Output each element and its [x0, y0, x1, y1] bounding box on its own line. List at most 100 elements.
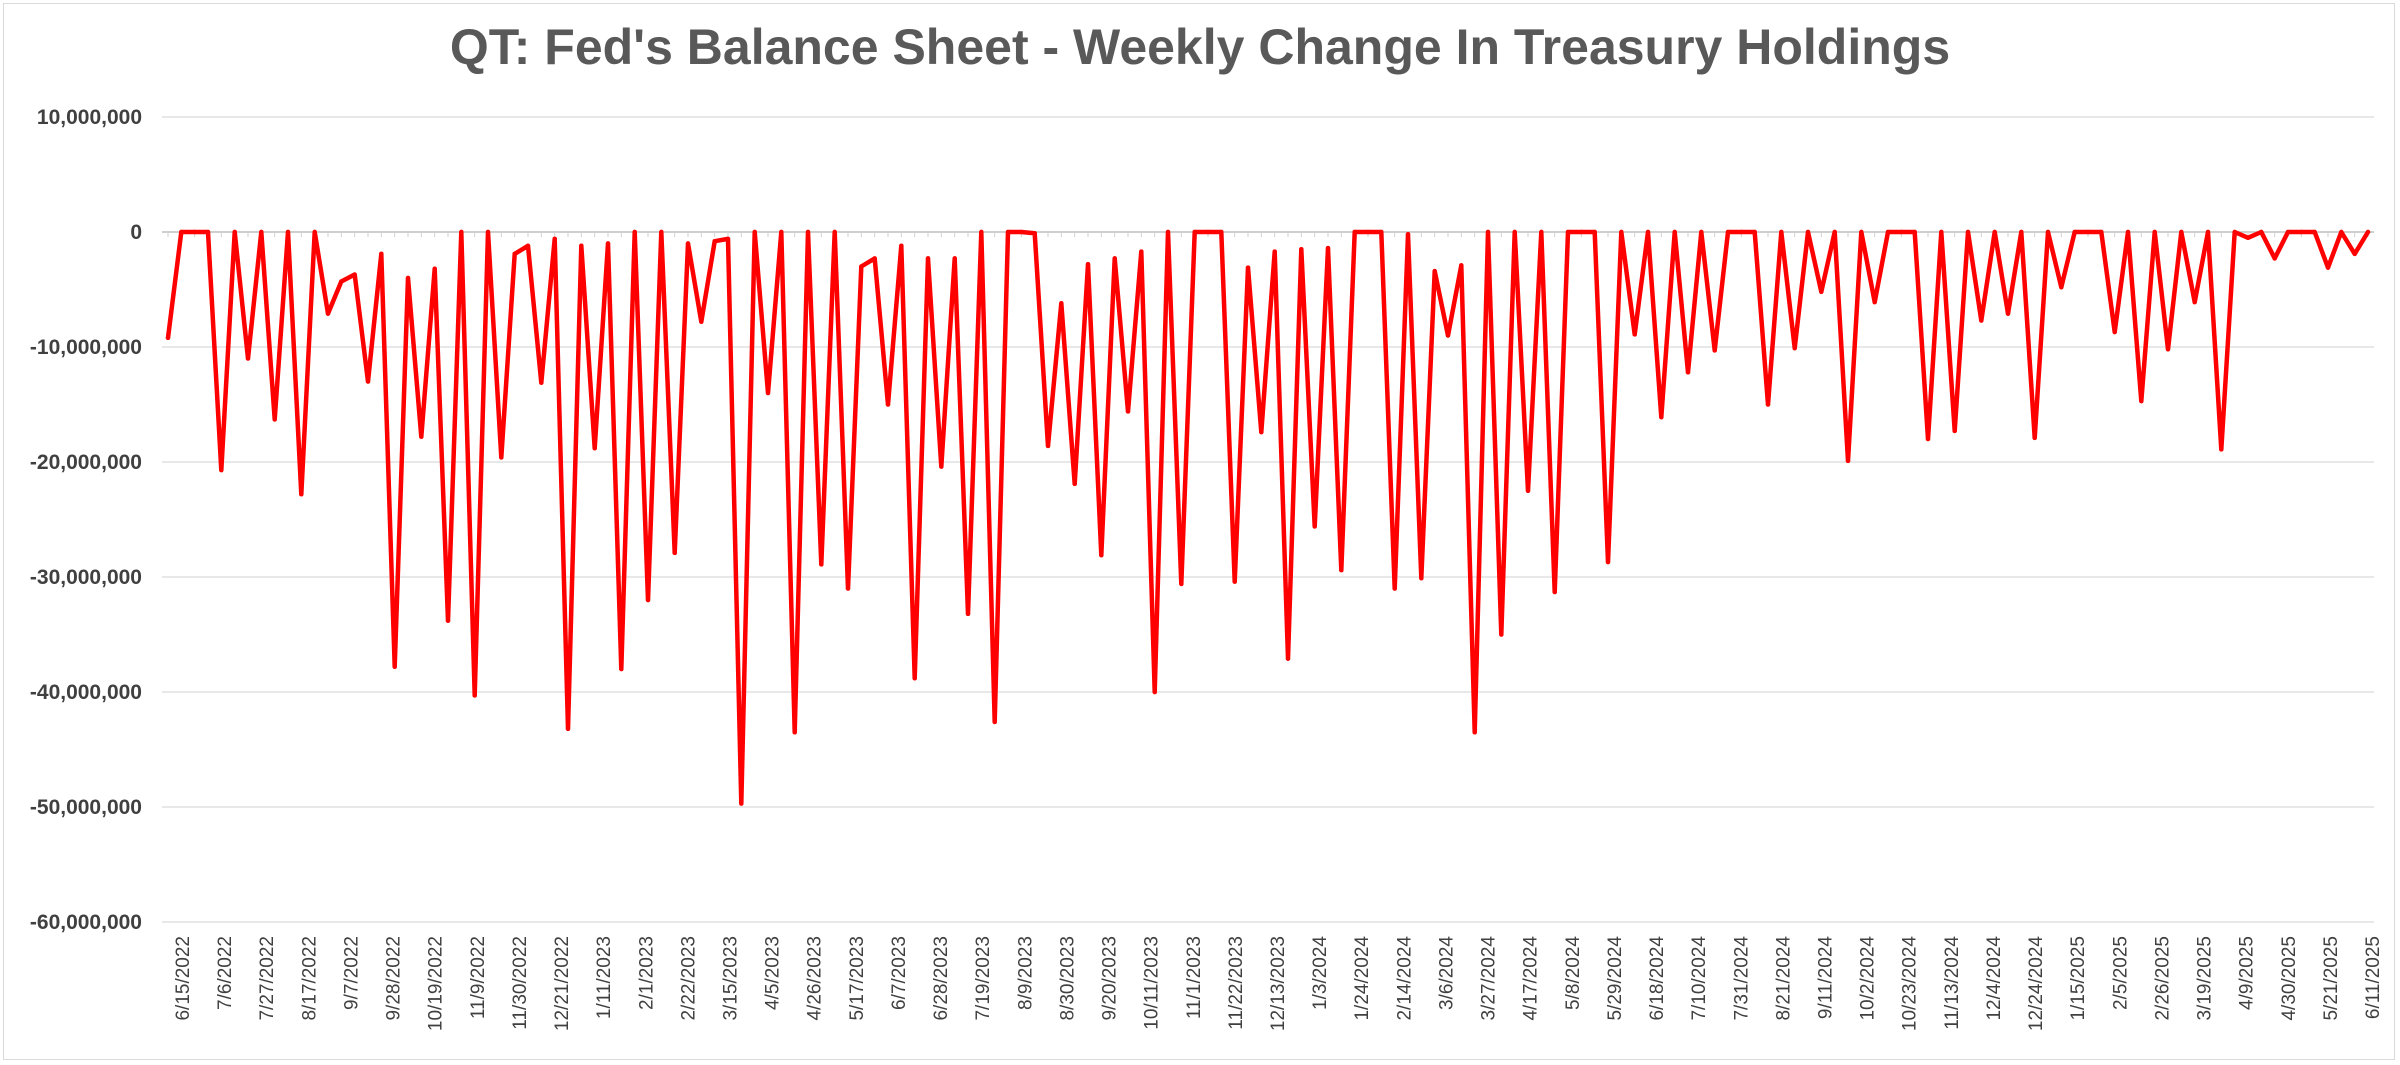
x-tick-label: 9/20/2023	[1100, 936, 1121, 1021]
data-point	[1992, 229, 1997, 235]
data-point	[752, 229, 757, 235]
x-tick-label: 10/2/2024	[1858, 936, 1879, 1021]
data-point	[419, 434, 424, 439]
data-point	[645, 597, 651, 603]
data-point	[845, 586, 851, 591]
x-tick-label: 1/24/2024	[1352, 936, 1373, 1021]
data-point	[979, 229, 984, 235]
data-point	[939, 464, 944, 469]
data-point	[725, 236, 731, 242]
data-point	[765, 390, 771, 396]
x-tick-label: 3/19/2025	[2195, 936, 2216, 1021]
x-tick-label: 8/9/2023	[1015, 936, 1036, 1010]
data-point	[219, 467, 224, 473]
data-point	[539, 380, 544, 385]
data-point	[872, 256, 877, 261]
data-point	[832, 229, 837, 235]
data-point	[1632, 332, 1637, 337]
data-point	[2365, 229, 2371, 235]
data-point	[2312, 229, 2317, 235]
data-point	[1899, 229, 1904, 235]
data-point	[2165, 347, 2171, 352]
data-point	[1445, 333, 1451, 338]
x-tick-label: 12/21/2022	[552, 936, 573, 1031]
data-point	[899, 243, 904, 248]
x-tick-label: 4/9/2025	[2237, 936, 2258, 1010]
data-point	[2259, 229, 2264, 235]
data-point	[2299, 229, 2304, 235]
data-point	[432, 266, 437, 271]
x-tick-label: 10/23/2024	[1900, 936, 1921, 1032]
data-point	[1152, 689, 1157, 695]
x-tick-label: 5/29/2024	[1605, 936, 1626, 1021]
data-point	[352, 272, 357, 277]
data-point	[2272, 256, 2277, 261]
data-point	[272, 417, 277, 422]
data-point	[819, 562, 824, 567]
data-point	[1459, 263, 1464, 268]
data-point	[1525, 488, 1531, 493]
x-tick-label: 4/26/2023	[805, 936, 826, 1021]
data-point	[1125, 409, 1131, 414]
data-point	[2112, 329, 2117, 335]
x-tick-label: 2/1/2023	[636, 936, 657, 1010]
data-point	[1499, 632, 1504, 637]
x-tick-label: 3/6/2024	[1436, 936, 1457, 1010]
data-point	[1672, 229, 1677, 235]
y-tick-label: -40,000,000	[30, 681, 142, 704]
data-point	[1299, 247, 1304, 252]
x-tick-label: 1/3/2024	[1310, 936, 1331, 1010]
data-point	[2339, 229, 2344, 235]
data-point	[405, 275, 411, 281]
data-point	[1365, 229, 1371, 235]
data-point	[1419, 575, 1424, 581]
data-point	[1739, 229, 1744, 235]
x-tick-label: 11/22/2023	[1226, 936, 1247, 1030]
x-tick-label: 9/28/2022	[384, 936, 405, 1021]
y-tick-label: -20,000,000	[30, 451, 142, 474]
x-tick-label: 6/28/2023	[931, 936, 952, 1021]
data-point	[499, 455, 504, 460]
x-tick-label: 4/30/2025	[2279, 936, 2300, 1021]
data-point	[525, 243, 531, 248]
data-point	[1952, 428, 1957, 434]
data-point	[739, 801, 744, 806]
data-point	[1579, 229, 1584, 235]
x-tick-label: 7/19/2023	[973, 936, 994, 1021]
x-tick-label: 5/17/2023	[847, 936, 868, 1021]
data-point	[472, 693, 477, 698]
data-point	[312, 229, 317, 235]
x-tick-label: 5/21/2025	[2321, 936, 2342, 1021]
data-point	[392, 664, 397, 669]
x-tick-label: 2/26/2025	[2152, 936, 2173, 1021]
y-tick-label: 0	[130, 221, 142, 244]
data-point	[1179, 581, 1184, 587]
x-tick-label: 9/7/2022	[341, 936, 362, 1010]
data-point	[1472, 730, 1477, 735]
data-point	[965, 611, 971, 616]
x-tick-label: 3/15/2023	[721, 936, 742, 1021]
data-point	[1712, 348, 1717, 353]
x-tick-label: 11/9/2022	[468, 936, 489, 1019]
data-point	[699, 319, 704, 324]
y-axis: 10,000,000 0 -10,000,000 -20,000,000 -30,000…	[30, 106, 142, 934]
data-point	[1392, 586, 1397, 591]
data-point	[1485, 229, 1491, 235]
data-point	[712, 239, 717, 244]
data-point	[992, 719, 997, 725]
data-point	[1925, 436, 1931, 442]
data-point	[2192, 299, 2197, 305]
x-tick-label: 6/15/2022	[173, 936, 194, 1021]
data-point	[1139, 249, 1144, 254]
x-tick-label: 11/30/2022	[510, 936, 531, 1030]
data-point	[1552, 589, 1557, 595]
data-point	[1112, 256, 1117, 261]
data-point	[2125, 229, 2131, 235]
x-tick-label: 8/30/2023	[1057, 936, 1078, 1021]
data-point	[792, 730, 797, 735]
x-tick-label: 2/22/2023	[678, 936, 699, 1021]
data-point	[205, 229, 211, 235]
data-point	[619, 666, 624, 672]
data-point	[445, 618, 451, 623]
x-tick-label: 4/5/2023	[763, 936, 784, 1010]
